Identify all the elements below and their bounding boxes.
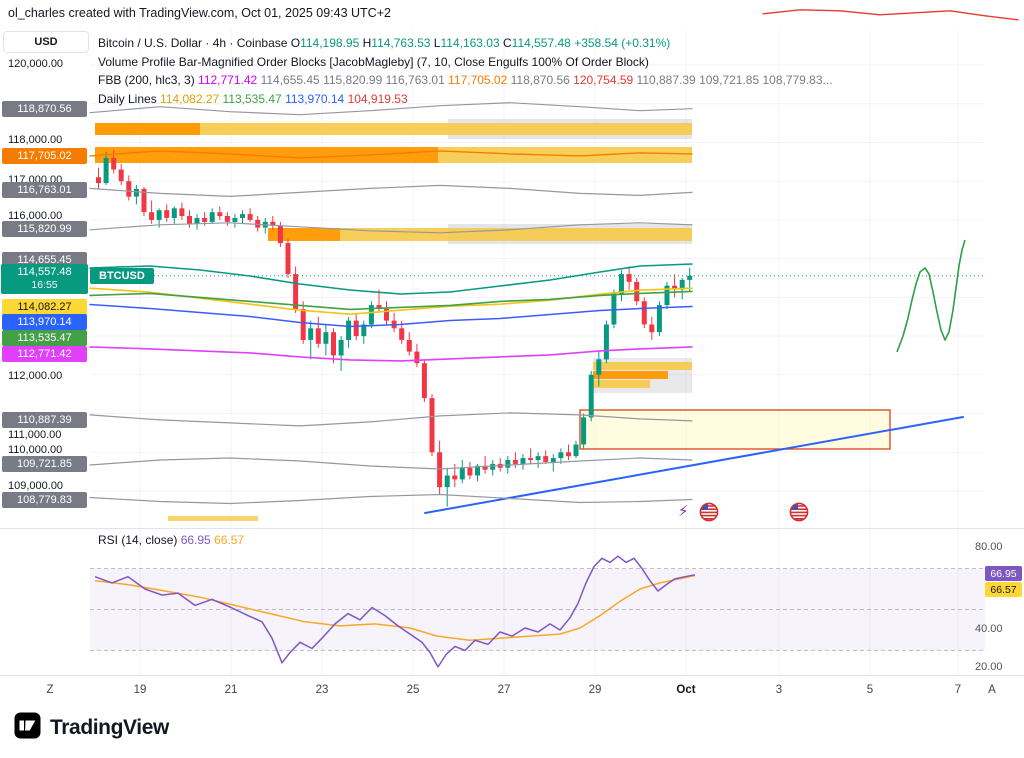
legend-value: 109,721.85 <box>699 73 763 87</box>
main-legend[interactable]: Bitcoin / U.S. Dollar · 4h · Coinbase O1… <box>98 34 833 108</box>
time-axis-label: Z <box>46 684 54 696</box>
legend-value: 118,870.56 <box>510 73 574 87</box>
legend-line[interactable]: Daily Lines 114,082.27 113,535.47 113,97… <box>98 90 833 109</box>
credit-text: ol_charles created with TradingView.com,… <box>8 6 391 20</box>
price-level-badge: 113,535.47 <box>2 330 87 346</box>
rsi-legend[interactable]: RSI (14, close) 66.95 66.57 <box>98 533 244 547</box>
price-level-badge: 115,820.99 <box>2 221 87 237</box>
legend-value: 114,198.95 <box>300 36 363 50</box>
legend-value: 104,919.53 <box>347 91 408 106</box>
legend-value: 114,655.45 <box>260 73 324 87</box>
price-level-badge: 118,870.56 <box>2 101 87 117</box>
currency-toggle[interactable]: USD <box>3 31 89 53</box>
tradingview-icon <box>14 712 41 744</box>
rsi-tick: 80.00 <box>975 541 1003 553</box>
time-axis-label: 27 <box>497 684 511 696</box>
last-price-badge: 114,557.48 16:55 <box>1 264 88 294</box>
legend-value: 113,970.14 <box>285 91 348 106</box>
time-axis-label: 5 <box>866 684 874 696</box>
time-axis-label: 21 <box>224 684 238 696</box>
legend-value: Daily Lines <box>98 91 161 106</box>
price-level-badge: 113,970.14 <box>2 314 87 330</box>
legend-value: 113,535.47 <box>222 91 286 106</box>
time-axis-label: 23 <box>315 684 329 696</box>
price-tick: 111,000.00 <box>8 429 62 441</box>
bar-countdown: 16:55 <box>31 278 58 291</box>
last-price-value: 114,557.48 <box>17 266 72 278</box>
price-tick: 110,000.00 <box>8 444 63 456</box>
time-axis-label: 29 <box>588 684 602 696</box>
legend-value: 66.57 <box>214 533 245 547</box>
legend-value: 66.95 <box>180 533 215 547</box>
price-tick: 118,000.00 <box>8 134 63 146</box>
price-tick: 120,000.00 <box>8 58 64 70</box>
price-level-badge: 112,771.42 <box>2 346 87 362</box>
symbol-price-label: BTCUSD <box>90 268 154 284</box>
legend-value: 116,763.01 <box>385 73 449 87</box>
brand-text: TradingView <box>50 716 169 739</box>
time-axis-label: A <box>988 684 996 696</box>
legend-value: 115,820.99 <box>323 73 386 87</box>
legend-value: 112,771.42 <box>198 73 261 87</box>
legend-value: 114,082.27 <box>160 91 223 106</box>
price-level-badge: 114,082.27 <box>2 299 87 315</box>
rsi-value-badge: 66.57 <box>985 582 1022 597</box>
legend-value: 110,887.39 <box>636 73 700 87</box>
rsi-value-badge: 66.95 <box>985 566 1022 581</box>
legend-value: 114,557.48 <box>511 36 575 50</box>
legend-value: O <box>290 36 301 50</box>
price-level-badge: 109,721.85 <box>2 456 87 472</box>
legend-line[interactable]: FBB (200, hlc3, 3) 112,771.42 114,655.45… <box>98 71 833 90</box>
legend-value: H <box>362 36 372 50</box>
time-axis-label: 3 <box>775 684 783 696</box>
legend-line[interactable]: RSI (14, close) 66.95 66.57 <box>98 533 244 547</box>
legend-value: 117,705.02 <box>448 73 511 87</box>
legend-value: L <box>433 36 441 50</box>
symbol-label-text: BTCUSD <box>99 270 145 282</box>
time-axis-label: 25 <box>406 684 420 696</box>
legend-line[interactable]: Volume Profile Bar-Magnified Order Block… <box>98 53 833 72</box>
price-level-badge: 117,705.02 <box>2 148 87 164</box>
price-level-badge: 110,887.39 <box>2 412 87 428</box>
price-level-badge: 114,655.45 <box>2 252 87 268</box>
economic-event-importance-icon[interactable]: ⚡ <box>678 503 689 520</box>
time-axis-label: Oct <box>676 684 696 696</box>
price-level-badge: 108,779.83 <box>2 492 87 508</box>
legend-value: FBB (200, hlc3, 3) <box>98 73 199 87</box>
legend-value: 120,754.59 <box>573 73 637 87</box>
rsi-tick: 20.00 <box>975 661 1003 673</box>
legend-value: +358.54 (+0.31%) <box>574 36 671 50</box>
time-axis-label: 19 <box>133 684 147 696</box>
tradingview-logo[interactable]: TradingView <box>14 712 169 744</box>
legend-value: 114,763.53 <box>371 36 434 50</box>
price-tick: 109,000.00 <box>8 480 64 492</box>
rsi-tick: 40.00 <box>975 623 1003 635</box>
legend-value: RSI (14, close) <box>98 533 181 547</box>
time-axis-label: 7 <box>954 684 962 696</box>
price-level-badge: 116,763.01 <box>2 182 87 198</box>
legend-value: C <box>503 36 512 50</box>
us-flag-event-icon[interactable] <box>788 501 810 528</box>
us-flag-event-icon[interactable] <box>698 501 720 528</box>
legend-value: 108,779.83... <box>762 73 833 87</box>
legend-value: Bitcoin / U.S. Dollar · 4h · Coinbase <box>98 36 291 50</box>
legend-line[interactable]: Bitcoin / U.S. Dollar · 4h · Coinbase O1… <box>98 34 833 53</box>
price-tick: 112,000.00 <box>8 370 63 382</box>
legend-value: Volume Profile Bar-Magnified Order Block… <box>98 54 649 69</box>
price-tick: 116,000.00 <box>8 210 63 222</box>
legend-value: 114,163.03 <box>440 36 503 50</box>
